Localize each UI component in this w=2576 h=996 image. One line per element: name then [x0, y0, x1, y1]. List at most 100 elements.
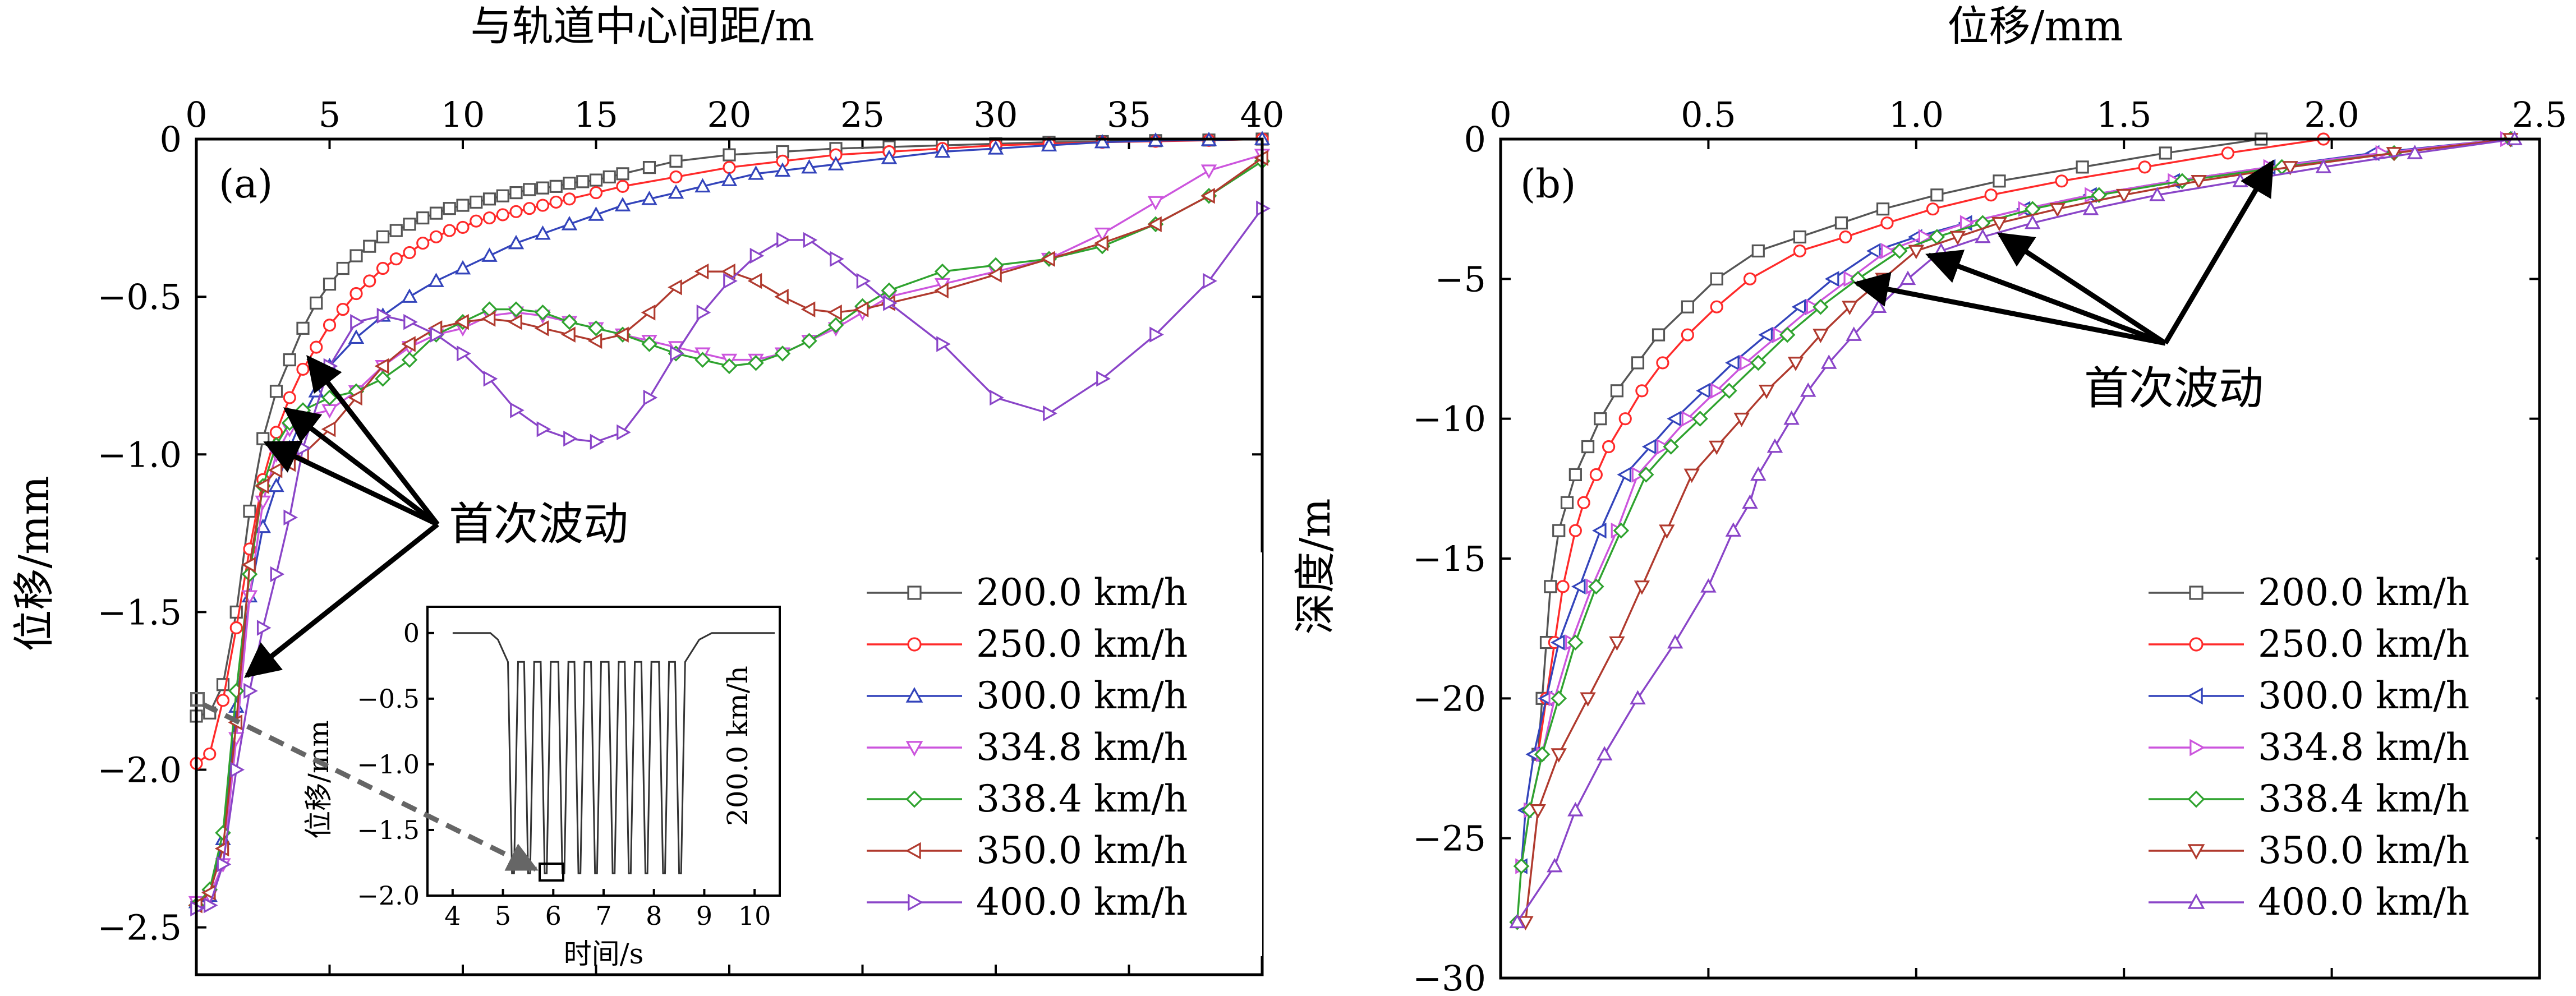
data-point: [336, 303, 349, 316]
data-point: [2082, 200, 2099, 215]
data-point: [590, 434, 605, 450]
data-point: [496, 189, 509, 202]
data-point: [1571, 578, 1586, 595]
x-tick-label: 40: [1240, 94, 1285, 135]
data-point: [323, 278, 337, 291]
data-point: [2386, 147, 2402, 162]
data-point: [443, 224, 456, 237]
data-point: [363, 239, 376, 253]
data-point: [534, 320, 549, 336]
data-point: [2221, 146, 2234, 160]
callout-target-box: [539, 863, 564, 882]
panel-b-arrow-3: [1925, 250, 2166, 346]
data-point: [296, 362, 310, 376]
data-point: [496, 208, 509, 222]
inset-x-tick-label: 6: [545, 901, 562, 931]
data-point: [801, 301, 816, 317]
y-tick-label: −20: [1413, 678, 1486, 719]
data-point: [1993, 174, 2006, 188]
data-point: [1547, 857, 1563, 873]
data-point: [856, 273, 871, 289]
data-point: [429, 230, 443, 243]
data-point: [1791, 298, 1806, 315]
data-point: [481, 311, 496, 327]
data-point: [2025, 214, 2041, 229]
data-point: [1096, 371, 1111, 387]
data-point: [389, 224, 403, 237]
legend-item-334-8-km-h: 334.8 km/h: [2149, 726, 2469, 769]
data-point: [642, 161, 656, 174]
data-point: [509, 205, 523, 218]
legend-marker: [908, 893, 923, 911]
series-line: [1516, 138, 2515, 923]
data-point: [1596, 746, 1613, 760]
data-point: [563, 177, 576, 190]
data-point: [723, 273, 738, 289]
data-point: [430, 326, 445, 343]
data-point: [1630, 690, 1646, 705]
data-point: [774, 288, 789, 305]
data-point: [723, 161, 736, 174]
data-point: [2055, 174, 2068, 188]
x-tick-label: 2.0: [2304, 94, 2359, 135]
data-point: [1710, 272, 1723, 285]
legend-item-350-0-km-h: 350.0 km/h: [867, 829, 1188, 872]
legend-item-334-8-km-h: 334.8 km/h: [867, 726, 1188, 769]
data-point: [1926, 202, 1940, 216]
data-point: [2049, 202, 2066, 218]
data-point: [269, 426, 283, 439]
data-point: [1094, 227, 1111, 242]
data-point: [561, 313, 578, 330]
data-point: [694, 263, 709, 280]
data-point: [2315, 159, 2332, 173]
data-point: [1721, 382, 1737, 399]
data-point: [803, 232, 818, 248]
data-point: [403, 313, 418, 330]
data-point: [1876, 202, 1890, 216]
data-point: [854, 301, 869, 317]
data-point: [508, 313, 522, 330]
y-tick-label: −2.5: [97, 907, 182, 948]
data-point: [217, 856, 232, 873]
callout-dashed-arrow: [202, 702, 539, 872]
legend-item-400-0-km-h: 400.0 km/h: [2149, 880, 2469, 924]
legend-marker: [907, 637, 922, 652]
panel-a-annotation: 首次波动: [244, 355, 628, 678]
data-point: [1751, 244, 1765, 258]
data-point: [363, 274, 376, 288]
data-point: [723, 148, 736, 162]
panel-b-arrow-1: [2163, 159, 2274, 345]
data-point: [561, 216, 578, 230]
data-point: [535, 304, 551, 321]
data-point: [694, 352, 711, 368]
data-point: [1094, 133, 1111, 149]
inset-x-tick-label: 4: [444, 901, 461, 931]
data-point: [616, 179, 629, 193]
data-point: [457, 345, 471, 362]
legend-marker: [905, 842, 921, 860]
data-point: [774, 345, 791, 362]
data-point: [403, 218, 416, 231]
panel-a: 与轨道中心间距/m 位移/mm 0 5 10 15 20 25 30 35 400−0.5−1.…: [10, 2, 1285, 976]
inset-frame: [426, 606, 781, 897]
data-point: [310, 340, 323, 354]
data-point: [1813, 298, 1829, 315]
data-point: [721, 358, 738, 375]
data-point: [2149, 186, 2165, 201]
data-point: [1740, 354, 1754, 371]
data-point: [283, 353, 296, 367]
data-point: [549, 195, 563, 209]
legend-label: 200.0 km/h: [976, 571, 1188, 614]
data-point: [1733, 412, 1750, 427]
series-line: [196, 138, 1263, 903]
series-250-0-km-h: [1531, 132, 2330, 761]
data-point: [243, 683, 258, 699]
data-point: [376, 307, 392, 324]
data-point: [228, 698, 245, 713]
data-point: [721, 172, 738, 186]
data-point: [1149, 326, 1164, 343]
data-point: [470, 214, 483, 228]
data-point: [1577, 496, 1590, 509]
data-point: [588, 206, 604, 221]
data-point: [1147, 216, 1162, 233]
